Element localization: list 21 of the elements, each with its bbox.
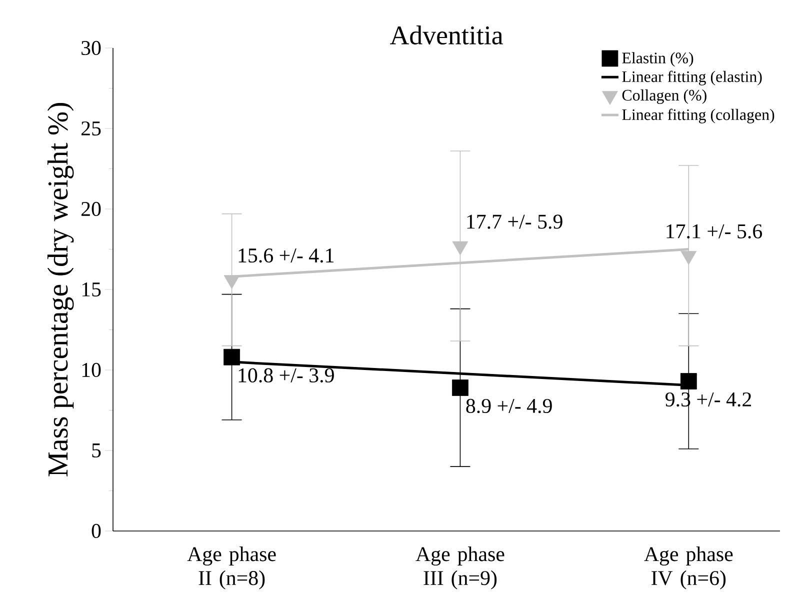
y-tick-label: 10 [82,362,101,378]
x-tick-label: Age phase II (n=8) [187,546,276,590]
legend-label: Linear fitting (elastin) [622,70,762,86]
legend-label: Collagen (%) [622,89,706,104]
data-label: 15.6 +/- 4.1 [238,248,334,263]
data-label: 8.9 +/- 4.9 [466,398,552,414]
data-label: 17.1 +/- 5.6 [666,224,762,238]
x-tick-label: Age phase III (n=9) [416,546,504,590]
y-tick-label: 30 [82,40,101,56]
legend-label: Elastin (%) [622,52,694,67]
y-tick-label: 15 [82,282,101,296]
x-tick-label: Age phase IV (n=6) [644,546,733,590]
y-tick-label: 25 [81,121,101,136]
y-tick-label: 5 [92,444,101,458]
y-axis-title: Mass percentage (dry weight %) [47,103,74,476]
legend-label: Linear fitting (collagen) [622,108,774,124]
y-tick-label: 0 [92,524,101,538]
y-tick-label: 20 [81,202,101,216]
data-label: 17.7 +/- 5.9 [467,214,562,229]
chart-title: Adventitia [390,26,503,44]
data-label: 10.8 +/- 3.9 [238,368,334,383]
